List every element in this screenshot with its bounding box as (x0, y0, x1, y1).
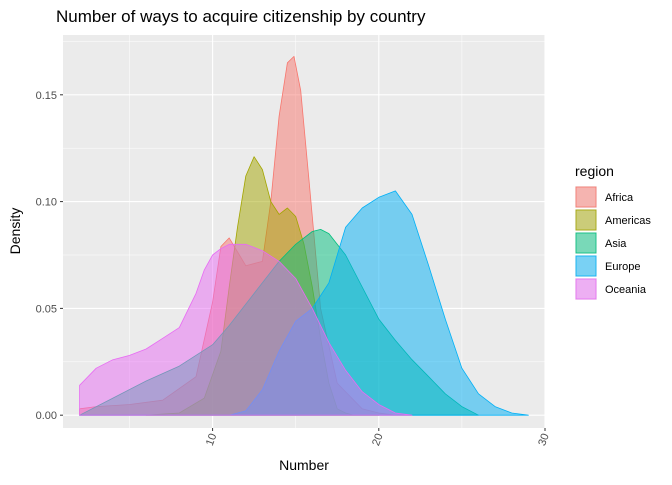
plot-panel (63, 35, 546, 428)
legend-key-americas (575, 209, 597, 231)
x-axis-label: Number (279, 457, 329, 473)
y-tick-label: 0.05 (36, 303, 57, 315)
x-tick-label: 10 (204, 432, 219, 448)
x-tick-label: 30 (536, 432, 551, 448)
density-area-oceania (79, 243, 413, 416)
axes: 0.00 0.05 0.10 0.15 10 20 30 (36, 90, 552, 448)
legend-key-africa (575, 186, 597, 208)
y-tick-label: 0.00 (36, 410, 57, 422)
legend-label-asia: Asia (605, 238, 627, 250)
legend-label-europe: Europe (605, 261, 640, 273)
y-tick-label: 0.10 (36, 197, 57, 209)
legend-key-asia (575, 232, 597, 254)
y-axis-label: Density (7, 208, 23, 255)
legend-key-europe (575, 255, 597, 277)
x-tick-label: 20 (370, 432, 385, 448)
legend-label-africa: Africa (605, 192, 634, 204)
legend-title: region (575, 163, 614, 179)
chart-title: Number of ways to acquire citizenship by… (56, 7, 426, 26)
legend-key-oceania (575, 278, 597, 300)
legend: region Africa Americas Asia Europe Oceania (575, 163, 651, 300)
legend-label-oceania: Oceania (605, 284, 647, 296)
y-tick-label: 0.15 (36, 90, 57, 102)
legend-label-americas: Americas (605, 215, 651, 227)
